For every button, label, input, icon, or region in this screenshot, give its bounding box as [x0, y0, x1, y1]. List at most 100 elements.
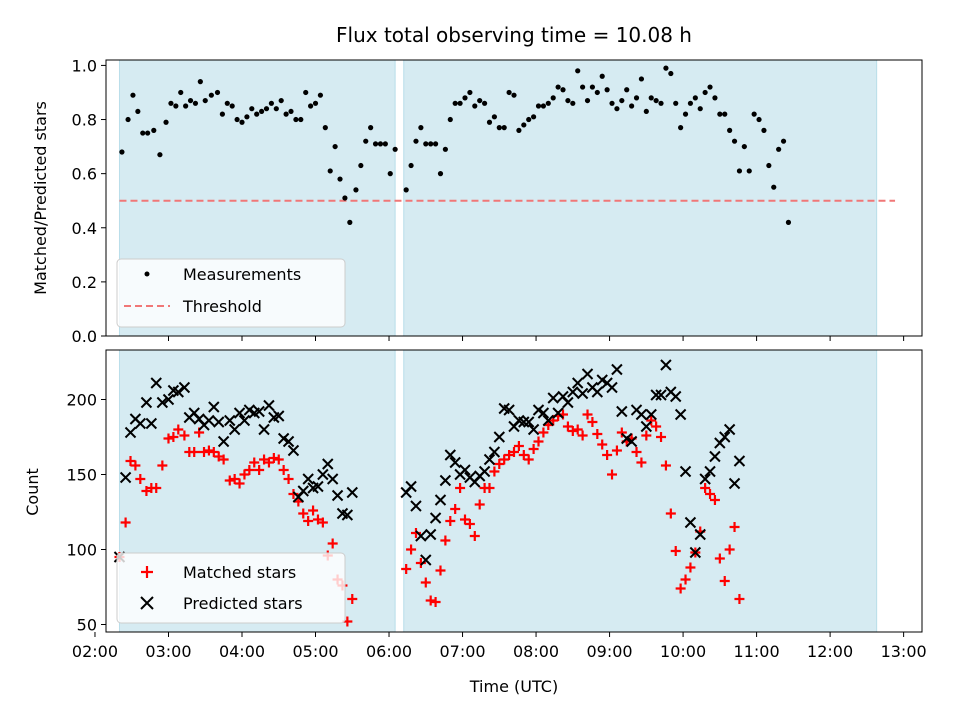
predicted-star-point-1: [119, 471, 132, 484]
matched-star-point-61: [469, 531, 480, 541]
matched-star-point-73: [528, 444, 539, 454]
predicted-star-point-49: [410, 500, 422, 512]
measurement-point-17: [208, 92, 214, 98]
x-tick-label-10: 12:00: [807, 642, 853, 661]
matched-star-point-30: [268, 453, 279, 463]
matched-star-point-91: [616, 427, 627, 438]
measurement-point-89: [570, 100, 576, 106]
measurement-point-118: [712, 95, 718, 101]
measurement-point-126: [751, 111, 757, 117]
matched-star-point-1: [120, 517, 131, 528]
predicted-star-point-91: [616, 405, 628, 418]
matched-star-point-90: [611, 445, 622, 456]
measurement-point-106: [653, 97, 659, 104]
top-legend: Measurements Threshold: [116, 258, 346, 328]
matched-star-point-55: [440, 535, 451, 546]
matched-star-point-59: [459, 514, 470, 525]
legend-matched-label: Matched stars: [183, 563, 296, 582]
predicted-star-point-72: [522, 416, 535, 428]
measurement-point-12: [183, 103, 189, 109]
measurement-point-58: [418, 125, 424, 131]
measurement-point-63: [442, 146, 448, 152]
matched-star-point-52: [425, 595, 436, 606]
measurement-point-33: [288, 108, 294, 115]
matched-star-point-95: [636, 457, 647, 468]
bottom-y-tick-label-0: 50: [77, 616, 97, 635]
matched-star-point-88: [602, 450, 613, 460]
predicted-star-point-103: [674, 408, 687, 421]
top-y-tick-label-4: 0.8: [72, 111, 97, 130]
predicted-star-point-39: [312, 480, 324, 493]
matched-star-point-64: [484, 483, 495, 493]
matched-star-point-34: [288, 489, 299, 499]
matched-star-point-36: [298, 508, 309, 519]
measurement-point-24: [244, 114, 250, 120]
measurement-point-127: [756, 116, 762, 123]
predicted-star-point-8: [156, 396, 169, 409]
predicted-star-point-46: [346, 486, 358, 499]
bottom-y-tick-label-2: 150: [66, 466, 97, 485]
measurement-point-28: [263, 106, 270, 112]
predicted-star-point-50: [415, 530, 427, 542]
measurement-point-41: [327, 168, 333, 174]
measurement-point-87: [560, 87, 566, 93]
top-y-tick-label-0: 0.0: [72, 327, 97, 346]
predicted-star-point-9: [162, 393, 175, 406]
matched-star-point-9: [163, 433, 174, 444]
measurement-point-14: [192, 100, 199, 106]
matched-star-point-57: [450, 504, 461, 514]
predicted-star-point-5: [140, 396, 153, 409]
measurement-point-80: [526, 116, 532, 123]
measurement-point-108: [663, 65, 669, 71]
measurement-point-114: [692, 95, 698, 101]
measurement-point-96: [604, 87, 610, 93]
measurement-point-70: [477, 97, 483, 104]
measurement-point-72: [486, 119, 493, 125]
x-tick-label-8: 10:00: [660, 642, 706, 661]
legend-measurements-label: Measurements: [183, 265, 301, 284]
predicted-star-point-68: [503, 404, 515, 416]
measurement-point-112: [682, 111, 689, 117]
measurement-point-125: [746, 168, 752, 174]
bottom-legend: Matched stars Predicted stars: [116, 552, 346, 624]
matched-star-point-65: [489, 466, 500, 477]
matched-star-point-40: [317, 517, 328, 528]
matched-star-point-102: [670, 546, 681, 556]
measurement-point-7: [157, 152, 163, 158]
predicted-star-point-100: [660, 359, 672, 371]
matched-star-point-87: [597, 439, 608, 450]
chart-title: Flux total observing time = 10.08 h: [336, 23, 692, 47]
predicted-star-point-28: [258, 423, 270, 436]
bottom-observing-interval-2: [403, 349, 878, 633]
top-y-tick-label-1: 0.2: [72, 273, 97, 292]
legend-predicted-label: Predicted stars: [183, 594, 303, 613]
measurement-point-3: [135, 108, 141, 115]
bottom-plot-frame: [105, 349, 923, 633]
measurement-point-20: [224, 100, 230, 106]
measurement-point-53: [387, 171, 393, 177]
measurement-point-99: [619, 97, 625, 104]
measurement-point-75: [501, 125, 507, 131]
matched-star-point-96: [641, 430, 652, 441]
matched-star-point-115: [734, 594, 745, 604]
top-y-axis-label: Matched/Predicted stars: [31, 101, 50, 295]
predicted-star-point-82: [572, 377, 584, 389]
predicted-star-point-98: [650, 389, 662, 401]
measurement-point-57: [413, 138, 419, 144]
measurement-point-90: [575, 68, 581, 74]
top-y-tick-label-5: 1.0: [72, 56, 97, 75]
measurement-point-46: [353, 187, 359, 193]
predicted-star-point-34: [287, 444, 300, 457]
matched-star-point-86: [592, 429, 603, 439]
top-observing-interval-2: [403, 59, 878, 337]
measurement-point-35: [298, 116, 304, 123]
measurement-point-82: [535, 103, 542, 109]
measurement-point-44: [342, 195, 348, 201]
matched-star-point-22: [229, 474, 240, 484]
matched-star-point-100: [660, 460, 671, 471]
bottom-legend-box: [116, 552, 346, 624]
predicted-star-point-29: [263, 399, 275, 412]
predicted-star-point-45: [341, 509, 354, 521]
bottom-y-axis-label: Count: [23, 468, 42, 516]
matched-star-point-10: [168, 432, 179, 442]
